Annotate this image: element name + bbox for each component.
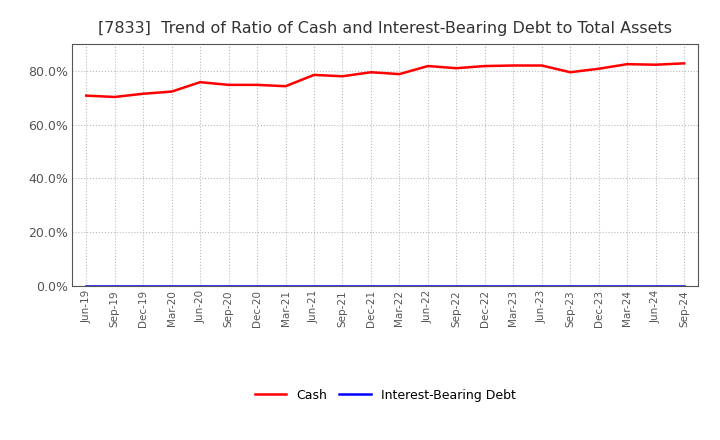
Cash	[366, 70, 375, 75]
Cash	[566, 70, 575, 75]
Interest-Bearing Debt	[480, 283, 489, 289]
Interest-Bearing Debt	[167, 283, 176, 289]
Interest-Bearing Debt	[82, 283, 91, 289]
Interest-Bearing Debt	[452, 283, 461, 289]
Interest-Bearing Debt	[680, 283, 688, 289]
Cash	[82, 93, 91, 98]
Interest-Bearing Debt	[225, 283, 233, 289]
Interest-Bearing Debt	[509, 283, 518, 289]
Interest-Bearing Debt	[110, 283, 119, 289]
Interest-Bearing Debt	[566, 283, 575, 289]
Interest-Bearing Debt	[395, 283, 404, 289]
Cash	[282, 84, 290, 89]
Interest-Bearing Debt	[423, 283, 432, 289]
Interest-Bearing Debt	[253, 283, 261, 289]
Cash	[139, 91, 148, 96]
Cash	[338, 73, 347, 79]
Legend: Cash, Interest-Bearing Debt: Cash, Interest-Bearing Debt	[250, 384, 521, 407]
Cash	[537, 63, 546, 68]
Cash	[652, 62, 660, 67]
Interest-Bearing Debt	[595, 283, 603, 289]
Interest-Bearing Debt	[196, 283, 204, 289]
Cash	[509, 63, 518, 68]
Interest-Bearing Debt	[310, 283, 318, 289]
Interest-Bearing Debt	[652, 283, 660, 289]
Cash	[452, 66, 461, 71]
Cash	[680, 61, 688, 66]
Cash	[623, 62, 631, 67]
Cash	[423, 63, 432, 69]
Cash	[395, 71, 404, 77]
Cash	[167, 89, 176, 94]
Cash	[253, 82, 261, 88]
Interest-Bearing Debt	[139, 283, 148, 289]
Title: [7833]  Trend of Ratio of Cash and Interest-Bearing Debt to Total Assets: [7833] Trend of Ratio of Cash and Intere…	[98, 21, 672, 36]
Interest-Bearing Debt	[623, 283, 631, 289]
Cash	[196, 80, 204, 85]
Cash	[225, 82, 233, 88]
Interest-Bearing Debt	[537, 283, 546, 289]
Line: Cash: Cash	[86, 63, 684, 97]
Interest-Bearing Debt	[366, 283, 375, 289]
Cash	[595, 66, 603, 71]
Cash	[110, 94, 119, 99]
Cash	[480, 63, 489, 69]
Cash	[310, 72, 318, 77]
Interest-Bearing Debt	[282, 283, 290, 289]
Interest-Bearing Debt	[338, 283, 347, 289]
